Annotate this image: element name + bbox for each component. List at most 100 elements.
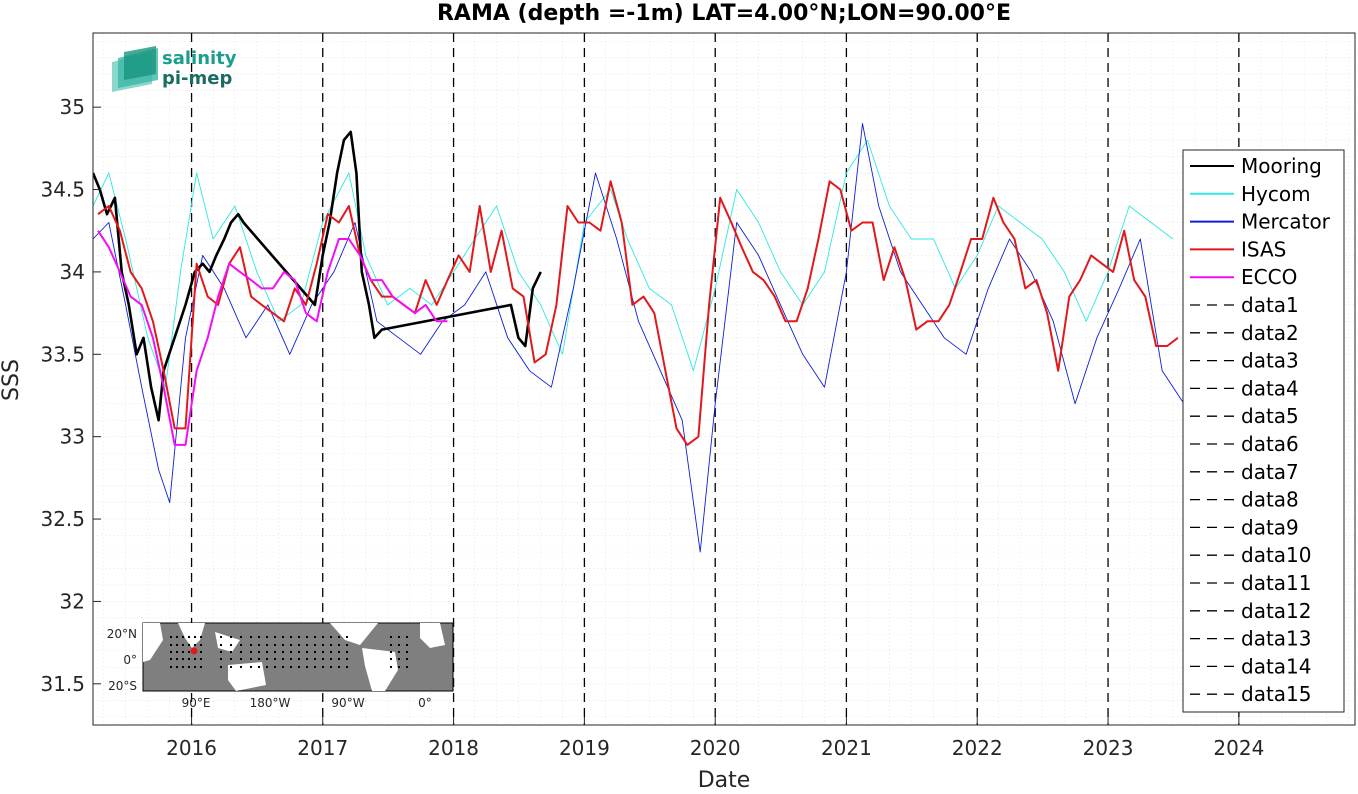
y-tick-label: 32.5 — [40, 507, 85, 531]
mooring-dot — [170, 666, 172, 668]
mooring-dot — [406, 644, 408, 646]
mooring-dot — [194, 636, 196, 638]
inset-land-westafrica — [420, 623, 445, 648]
mooring-dot — [250, 636, 252, 638]
mooring-dot — [306, 666, 308, 668]
mooring-dot — [220, 636, 222, 638]
mooring-dot — [290, 658, 292, 660]
mooring-dot — [240, 636, 242, 638]
mooring-dot — [390, 651, 392, 653]
mooring-dot — [274, 636, 276, 638]
inset-land-australia — [228, 662, 266, 691]
legend-label: ISAS — [1241, 237, 1286, 261]
x-tick-label: 2021 — [821, 736, 872, 760]
inset-xlabel-2: 90°W — [331, 696, 364, 710]
mooring-dot — [338, 666, 340, 668]
mooring-dot — [200, 658, 202, 660]
mooring-dot — [230, 666, 232, 668]
y-axis: 31.5 32 32.5 33 33.5 34 34.5 35 — [40, 95, 101, 696]
mooring-dot — [390, 658, 392, 660]
mooring-dot — [274, 644, 276, 646]
inset-land-northamerica — [330, 623, 378, 645]
mooring-dot — [176, 651, 178, 653]
mooring-dot — [306, 658, 308, 660]
logo-line1: salinity — [162, 48, 237, 69]
legend: Mooring Hycom Mercator ISAS ECCO data1 data2 da… — [1182, 149, 1345, 713]
mooring-dot — [230, 636, 232, 638]
mooring-dot — [266, 666, 268, 668]
mooring-dot — [266, 636, 268, 638]
legend-label: data2 — [1241, 321, 1299, 345]
inset-xlabel-0: 90°E — [182, 696, 211, 710]
plot-area — [93, 33, 1355, 725]
mooring-dot — [194, 666, 196, 668]
mooring-dot — [274, 658, 276, 660]
mooring-dot — [282, 651, 284, 653]
mooring-dot — [346, 644, 348, 646]
mooring-dot — [250, 658, 252, 660]
legend-label: data6 — [1241, 432, 1299, 456]
y-tick-label: 31.5 — [40, 672, 85, 696]
x-tick-label: 2019 — [559, 736, 610, 760]
mooring-dot — [330, 644, 332, 646]
mooring-dot — [322, 658, 324, 660]
mooring-dot — [306, 636, 308, 638]
mooring-dot — [406, 666, 408, 668]
series-line-isas — [97, 180, 1179, 446]
inset-ylabel-0: 20°N — [107, 627, 137, 641]
mooring-dot — [240, 666, 242, 668]
legend-box — [1182, 149, 1345, 713]
mooring-dot — [298, 636, 300, 638]
mooring-dot — [398, 651, 400, 653]
mooring-dot — [230, 644, 232, 646]
mooring-dot — [170, 644, 172, 646]
legend-label: Mooring — [1241, 154, 1322, 178]
mooring-dot — [314, 636, 316, 638]
mooring-dot — [398, 644, 400, 646]
inset-xlabel-3: 0° — [418, 696, 432, 710]
mooring-dot — [338, 651, 340, 653]
mooring-dot — [200, 636, 202, 638]
mooring-dot — [266, 651, 268, 653]
mooring-dot — [250, 651, 252, 653]
mooring-dot — [176, 658, 178, 660]
mooring-dot — [398, 636, 400, 638]
mooring-dot — [220, 666, 222, 668]
y-tick-label: 33 — [60, 425, 85, 449]
legend-label: data8 — [1241, 488, 1299, 512]
mooring-dot — [170, 636, 172, 638]
mooring-dot — [298, 651, 300, 653]
mooring-dot — [170, 658, 172, 660]
mooring-dot — [306, 644, 308, 646]
x-tick-label: 2022 — [952, 736, 1003, 760]
mooring-dot — [258, 644, 260, 646]
mooring-dot — [322, 666, 324, 668]
inset-map: 20°N 0° 20°S 90°E 180°W 90°W 0° — [107, 622, 454, 710]
inset-xlabel-1: 180°W — [250, 696, 291, 710]
legend-label: data11 — [1241, 571, 1312, 595]
legend-label: data10 — [1241, 543, 1312, 567]
mooring-dot — [330, 658, 332, 660]
mooring-dot — [298, 644, 300, 646]
series-group — [93, 123, 1185, 553]
mooring-dot — [390, 644, 392, 646]
mooring-dot — [274, 666, 276, 668]
mooring-dot — [230, 651, 232, 653]
mooring-dot — [200, 651, 202, 653]
mooring-dot — [282, 666, 284, 668]
legend-label: data14 — [1241, 654, 1312, 678]
mooring-dot — [220, 651, 222, 653]
mooring-dot — [182, 636, 184, 638]
mooring-dot — [298, 666, 300, 668]
mooring-dot — [298, 658, 300, 660]
x-axis: 2016 2017 2018 2019 2020 2021 2022 2023 2024 — [166, 717, 1264, 760]
mooring-dot — [220, 658, 222, 660]
legend-label: data13 — [1241, 627, 1312, 651]
y-tick-label: 35 — [60, 95, 85, 119]
mooring-dot — [306, 651, 308, 653]
mooring-dot — [182, 666, 184, 668]
selected-mooring-marker — [190, 647, 198, 655]
mooring-dot — [406, 658, 408, 660]
mooring-dot — [258, 658, 260, 660]
